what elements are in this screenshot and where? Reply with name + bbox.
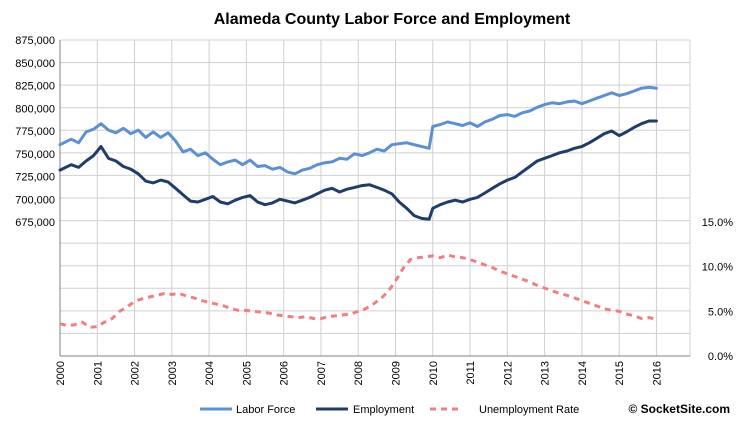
series-line-employment xyxy=(58,119,658,221)
x-tick-label: 2016 xyxy=(651,361,663,385)
plot-area xyxy=(59,40,690,357)
x-tick-label: 2014 xyxy=(577,361,589,385)
left-tick-label: 700,000 xyxy=(15,194,55,206)
x-tick-label: 2001 xyxy=(92,361,104,385)
x-tick-label: 2011 xyxy=(465,361,477,385)
x-tick-label: 2004 xyxy=(204,361,216,385)
left-tick-label: 850,000 xyxy=(15,58,55,70)
left-tick-label: 725,000 xyxy=(15,172,55,184)
left-tick-label: 875,000 xyxy=(15,35,55,47)
right-tick-label: 10.0% xyxy=(702,262,733,274)
series-line-unemployment-rate xyxy=(59,253,657,329)
x-tick-label: 2000 xyxy=(55,361,67,385)
right-y-axis: 15.0% 10.0% 5.0% 0.0% xyxy=(702,217,733,363)
chart-grid xyxy=(59,39,691,357)
right-tick-label: 0.0% xyxy=(708,351,733,363)
x-tick-label: 2009 xyxy=(391,361,403,385)
series-line-labor-force xyxy=(58,85,658,176)
chart-title: Alameda County Labor Force and Employmen… xyxy=(214,11,571,28)
legend-label: Labor Force xyxy=(236,404,295,416)
x-tick-label: 2013 xyxy=(540,361,552,385)
x-tick-label: 2007 xyxy=(316,361,328,385)
x-tick-label: 2002 xyxy=(130,361,142,385)
credit-text: © SocketSite.com xyxy=(628,402,730,416)
x-tick-label: 2006 xyxy=(279,361,291,385)
chart-legend: Labor Force Employment Unemployment Rate xyxy=(200,404,579,416)
x-tick-label: 2005 xyxy=(241,361,253,385)
x-tick-label: 2012 xyxy=(502,361,514,385)
legend-label: Employment xyxy=(353,404,414,416)
right-tick-label: 5.0% xyxy=(708,306,733,318)
legend-label: Unemployment Rate xyxy=(479,404,579,416)
left-tick-label: 675,000 xyxy=(15,217,55,229)
left-y-axis: 875,000 850,000 825,000 800,000 775,000 750,0… xyxy=(15,35,55,229)
left-tick-label: 825,000 xyxy=(15,81,55,93)
left-tick-label: 775,000 xyxy=(15,126,55,138)
left-tick-label: 750,000 xyxy=(15,149,55,161)
x-tick-label: 2008 xyxy=(353,361,365,385)
x-axis: 2000 2001 2002 2003 2004 2005 2006 2007 2008 2009… xyxy=(55,361,663,385)
x-tick-label: 2003 xyxy=(167,361,179,385)
right-tick-label: 15.0% xyxy=(702,217,733,229)
x-tick-label: 2015 xyxy=(614,361,626,385)
left-tick-label: 800,000 xyxy=(15,103,55,115)
x-tick-label: 2010 xyxy=(428,361,440,385)
series-layer xyxy=(58,85,658,329)
